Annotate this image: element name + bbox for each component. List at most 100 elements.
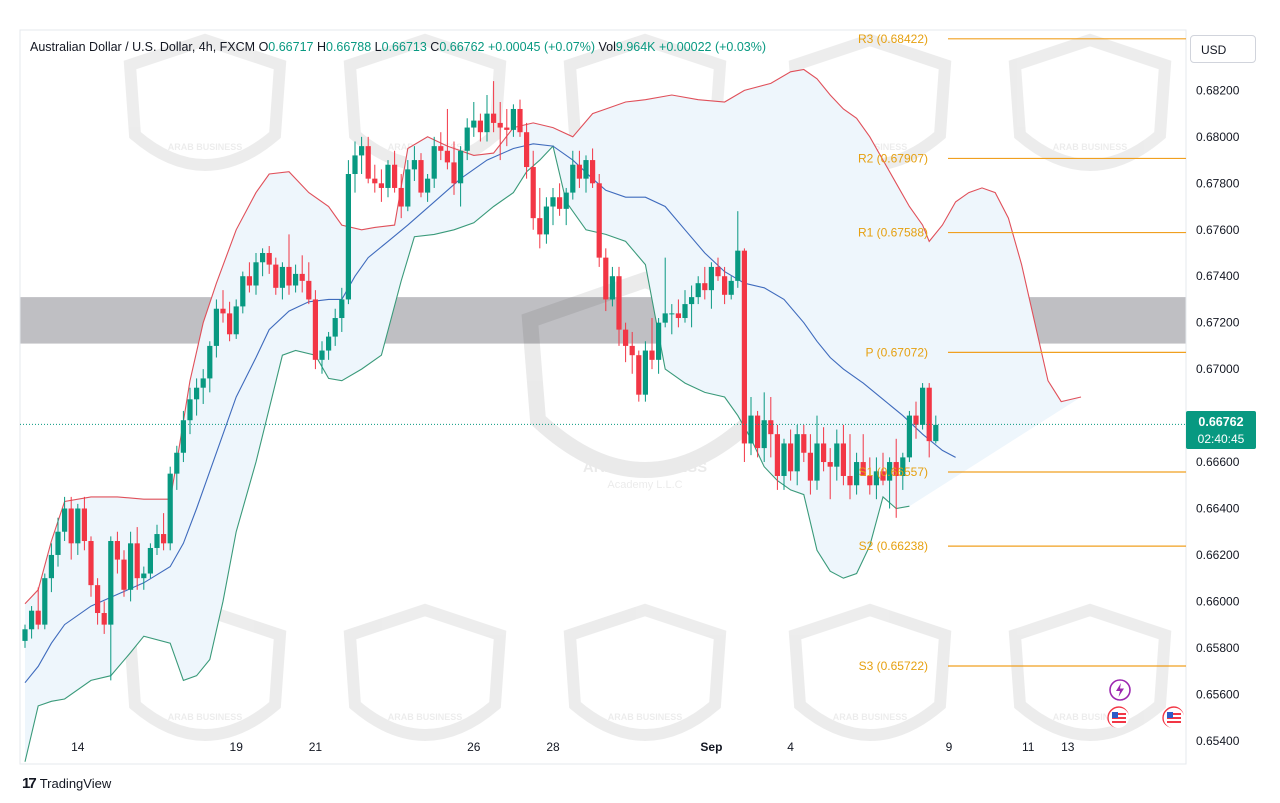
candle [62, 496, 68, 542]
candle-body [484, 113, 490, 133]
symbol-title[interactable]: Australian Dollar / U.S. Dollar, 4h, FXC… [30, 40, 256, 54]
grid-layer [19, 29, 1187, 765]
candle [847, 434, 853, 500]
pivot-label: P (0.67072) [866, 345, 929, 359]
candle-body [913, 415, 919, 425]
candle [550, 187, 556, 226]
candle [200, 369, 206, 404]
candle [827, 448, 833, 500]
candle [418, 153, 424, 198]
high-label: H [316, 40, 326, 54]
candle-body [603, 257, 609, 300]
candle [933, 415, 939, 444]
candle-body [471, 120, 477, 128]
watermark-shield-outline [1008, 603, 1172, 741]
candle [524, 122, 530, 179]
candle-body [609, 276, 615, 300]
candle [207, 341, 213, 393]
watermark-text: ARAB BUSINESS [1053, 712, 1128, 722]
watermark-center-text: ARAB BUSINESS [583, 459, 707, 476]
candle-body [741, 250, 747, 444]
change-value: +0.00045 (+0.07%) [488, 40, 596, 54]
candle-body [425, 178, 431, 193]
candle [854, 452, 860, 495]
tradingview-branding[interactable]: 17 TradingView [22, 775, 111, 792]
candle-body [95, 585, 101, 614]
candle [748, 397, 754, 456]
open-value: 0.66717 [268, 40, 314, 54]
candle [497, 102, 503, 161]
candle-body [319, 350, 325, 360]
pivot-levels-layer: R3 (0.68422) R2 (0.67907) R1 (0.67588) P (0… [858, 32, 1186, 673]
us-flag-event-icon[interactable] [1107, 706, 1129, 728]
candle-body [715, 266, 721, 277]
candle [431, 136, 437, 188]
candle-body [477, 120, 483, 133]
time-tick-label: 4 [787, 740, 794, 754]
candle-body [451, 162, 457, 184]
candle-body [807, 452, 813, 481]
candle-body [563, 192, 569, 209]
candle [392, 150, 398, 193]
volume-change-value: +0.00022 (+0.03%) [659, 40, 767, 54]
candle-body [517, 108, 523, 133]
candle-body [854, 462, 860, 486]
candle-body [827, 462, 833, 467]
us-flag-event-icon-2[interactable] [1162, 706, 1184, 728]
candle-body [847, 475, 853, 486]
low-value: 0.66713 [381, 40, 427, 54]
close-label: C [430, 40, 440, 54]
candle [867, 457, 873, 495]
candle [81, 496, 87, 551]
candle-body [444, 150, 450, 163]
pivot-label: S1 (0.66557) [859, 465, 928, 479]
candle-body [708, 266, 714, 291]
candle [332, 308, 338, 346]
candle [913, 401, 919, 439]
candle [147, 543, 153, 579]
candle [458, 146, 464, 207]
candle-body [411, 160, 417, 170]
candle [768, 397, 774, 458]
candle-body [926, 387, 932, 442]
candle-body [246, 276, 252, 286]
bollinger-lower-line [24, 144, 910, 762]
candle [623, 322, 629, 363]
candle-body [279, 266, 285, 288]
lightning-event-icon[interactable] [1109, 679, 1131, 701]
candle-body [48, 554, 54, 579]
candle-body [273, 264, 279, 288]
candle [774, 424, 780, 490]
high-value: 0.66788 [326, 40, 372, 54]
watermark-center-subtext: Academy L.L.C [607, 479, 682, 491]
time-tick-label: 13 [1061, 740, 1075, 754]
watermark-text: ARAB BUSINESS [833, 712, 908, 722]
candle-body [101, 613, 107, 625]
currency-button[interactable]: USD [1190, 35, 1256, 63]
candle-body [438, 146, 444, 151]
price-tick-label: 0.67200 [1196, 316, 1240, 330]
candle-body [735, 250, 741, 281]
time-tick-label: 28 [546, 740, 560, 754]
price-tick-label: 0.68200 [1196, 83, 1240, 97]
candle [134, 527, 140, 590]
candle [464, 118, 470, 161]
candle-body [880, 471, 886, 481]
candle [609, 266, 615, 307]
time-tick-label: 11 [1022, 740, 1035, 754]
candle [246, 262, 252, 293]
candle [187, 387, 193, 435]
candle [669, 304, 675, 335]
time-tick-label: 26 [467, 740, 481, 754]
candle-body [583, 160, 589, 179]
close-value: 0.66762 [439, 40, 485, 54]
candle [504, 108, 510, 147]
bar-countdown: 02:40:45 [1197, 432, 1245, 446]
candle-body [675, 313, 681, 319]
candle-body [332, 318, 338, 337]
candle [451, 141, 457, 195]
candle-body [642, 350, 648, 395]
candle-body [649, 350, 655, 360]
candle-body [814, 443, 820, 481]
